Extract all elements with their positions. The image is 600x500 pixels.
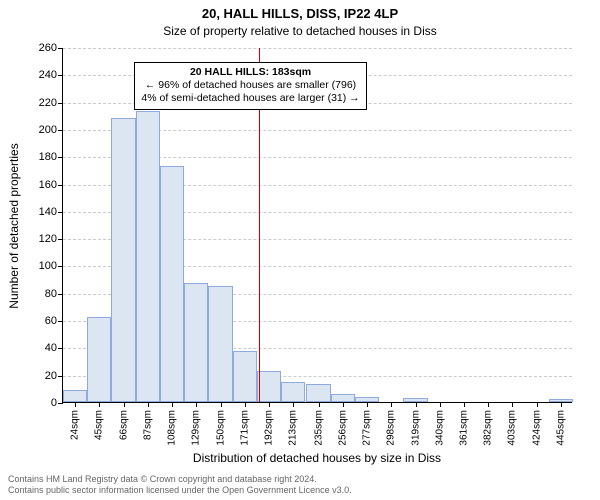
histogram-bar (281, 382, 305, 402)
xtick-mark (172, 402, 173, 407)
histogram-bar (111, 118, 135, 402)
xtick-mark (269, 402, 270, 407)
footer-text: Contains HM Land Registry data © Crown c… (8, 474, 352, 496)
x-axis-label: Distribution of detached houses by size … (62, 451, 572, 465)
xtick-label: 424sqm (531, 410, 542, 446)
xtick-mark (488, 402, 489, 407)
xtick-label: 171sqm (239, 410, 250, 446)
xtick-mark (293, 402, 294, 407)
ytick-mark (58, 212, 63, 213)
xtick-mark (440, 402, 441, 407)
xtick-label: 361sqm (458, 410, 469, 446)
xtick-mark (196, 402, 197, 407)
histogram-bar (257, 371, 281, 402)
annotation-line-2: 4% of semi-detached houses are larger (3… (141, 92, 359, 105)
xtick-label: 108sqm (167, 410, 178, 446)
ytick-label: 0 (51, 397, 57, 409)
ytick-label: 100 (39, 260, 57, 272)
xtick-mark (367, 402, 368, 407)
ytick-mark (58, 321, 63, 322)
ytick-mark (58, 266, 63, 267)
xtick-label: 235sqm (313, 410, 324, 446)
histogram-bar (306, 384, 330, 402)
ytick-mark (58, 348, 63, 349)
ytick-mark (58, 75, 63, 76)
xtick-label: 403sqm (507, 410, 518, 446)
ytick-mark (58, 185, 63, 186)
ytick-mark (58, 48, 63, 49)
xtick-label: 66sqm (118, 410, 129, 440)
xtick-mark (124, 402, 125, 407)
ytick-mark (58, 103, 63, 104)
xtick-mark (416, 402, 417, 407)
gridline (63, 48, 572, 49)
xtick-label: 24sqm (70, 410, 81, 440)
histogram-bar (160, 166, 184, 402)
ytick-label: 240 (39, 69, 57, 81)
ytick-mark (58, 157, 63, 158)
histogram-bar (208, 286, 232, 402)
xtick-label: 45sqm (94, 410, 105, 440)
footer-line-1: Contains HM Land Registry data © Crown c… (8, 474, 352, 485)
xtick-label: 340sqm (434, 410, 445, 446)
ytick-mark (58, 130, 63, 131)
annotation-head: 20 HALL HILLS: 183sqm (141, 66, 359, 79)
xtick-mark (512, 402, 513, 407)
xtick-label: 319sqm (410, 410, 421, 446)
footer-line-2: Contains public sector information licen… (8, 485, 352, 496)
ytick-label: 20 (45, 370, 57, 382)
ytick-label: 140 (39, 206, 57, 218)
ytick-label: 120 (39, 233, 57, 245)
xtick-mark (391, 402, 392, 407)
xtick-label: 277sqm (362, 410, 373, 446)
xtick-label: 87sqm (142, 410, 153, 440)
xtick-mark (319, 402, 320, 407)
xtick-label: 192sqm (263, 410, 274, 446)
xtick-mark (75, 402, 76, 407)
chart-subtitle: Size of property relative to detached ho… (0, 24, 600, 38)
ytick-label: 180 (39, 151, 57, 163)
ytick-label: 220 (39, 97, 57, 109)
histogram-bar (331, 394, 355, 402)
xtick-label: 445sqm (555, 410, 566, 446)
histogram-bar (184, 283, 208, 402)
xtick-label: 129sqm (191, 410, 202, 446)
xtick-mark (148, 402, 149, 407)
ytick-mark (58, 376, 63, 377)
histogram-bar (87, 317, 111, 402)
ytick-label: 160 (39, 179, 57, 191)
ytick-mark (58, 294, 63, 295)
ytick-label: 80 (45, 288, 57, 300)
plot-area: 02040608010012014016018020022024026024sq… (62, 48, 572, 403)
histogram-bar (233, 351, 257, 402)
xtick-mark (99, 402, 100, 407)
xtick-mark (561, 402, 562, 407)
xtick-mark (537, 402, 538, 407)
y-axis-label: Number of detached properties (7, 143, 21, 308)
ytick-mark (58, 239, 63, 240)
annotation-box: 20 HALL HILLS: 183sqm← 96% of detached h… (134, 62, 366, 109)
ytick-mark (58, 403, 63, 404)
xtick-mark (221, 402, 222, 407)
xtick-mark (464, 402, 465, 407)
histogram-bar (136, 111, 160, 402)
xtick-label: 213sqm (288, 410, 299, 446)
xtick-label: 150sqm (215, 410, 226, 446)
xtick-label: 382sqm (483, 410, 494, 446)
annotation-line-1: ← 96% of detached houses are smaller (79… (141, 79, 359, 92)
xtick-label: 256sqm (337, 410, 348, 446)
xtick-mark (245, 402, 246, 407)
xtick-label: 298sqm (386, 410, 397, 446)
ytick-label: 60 (45, 315, 57, 327)
ytick-label: 40 (45, 342, 57, 354)
ytick-label: 260 (39, 42, 57, 54)
ytick-label: 200 (39, 124, 57, 136)
histogram-bar (63, 390, 87, 402)
chart-title: 20, HALL HILLS, DISS, IP22 4LP (0, 6, 600, 21)
xtick-mark (343, 402, 344, 407)
